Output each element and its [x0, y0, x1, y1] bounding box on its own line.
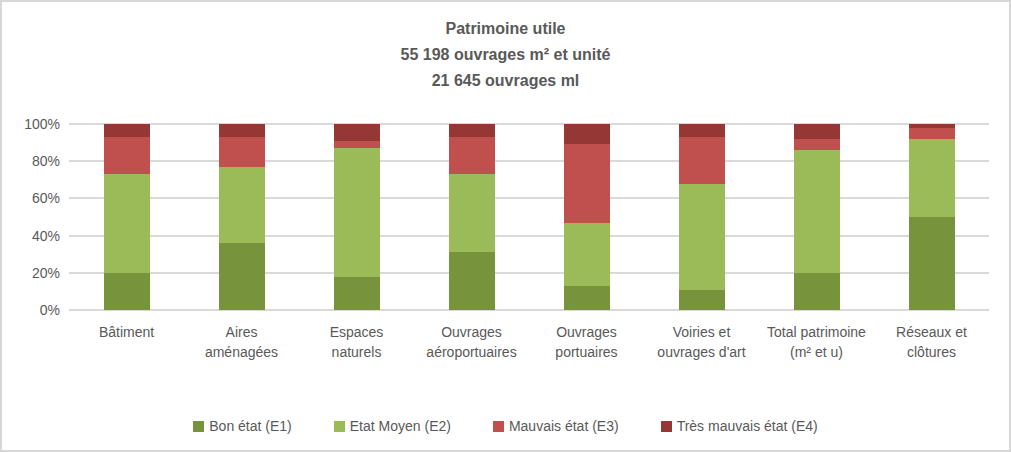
- bar-stack: [219, 124, 265, 310]
- legend-label: Etat Moyen (E2): [350, 418, 451, 434]
- y-tick-label-80%: 80%: [2, 152, 60, 170]
- bar-segment-series-1: [794, 273, 840, 310]
- bar-segment-series-3: [449, 137, 495, 174]
- bar-segment-series-3: [104, 137, 150, 174]
- bar-segment-series-2: [794, 150, 840, 273]
- x-category-label: Réseaux et clôtures: [881, 322, 983, 362]
- x-label-cell: Espaces naturels: [299, 322, 414, 362]
- bar-stack: [104, 124, 150, 310]
- bar-segment-series-1: [679, 290, 725, 310]
- x-category-label: Bâtiment: [99, 322, 154, 362]
- y-axis: 0%20%40%60%80%100%: [2, 124, 60, 310]
- bar-segment-series-4: [564, 124, 610, 144]
- bar-segment-series-3: [219, 137, 265, 167]
- bars-row: [69, 124, 989, 310]
- bar-segment-series-2: [449, 174, 495, 252]
- x-category-label: Ouvrages portuaires: [536, 322, 638, 362]
- bar-segment-series-2: [219, 167, 265, 243]
- bar-column: [759, 124, 874, 310]
- chart-title-line-3: 21 645 ouvrages ml: [2, 68, 1009, 94]
- bar-segment-series-1: [104, 273, 150, 310]
- bar-segment-series-4: [679, 124, 725, 137]
- legend-item-series-4: Très mauvais état (E4): [661, 418, 818, 434]
- bar-segment-series-2: [909, 139, 955, 217]
- chart-title: Patrimoine utile 55 198 ouvrages m² et u…: [2, 16, 1009, 94]
- legend-label: Très mauvais état (E4): [677, 418, 818, 434]
- bar-column: [874, 124, 989, 310]
- bar-segment-series-4: [104, 124, 150, 137]
- y-tick-label-0%: 0%: [2, 301, 60, 319]
- x-label-cell: Bâtiment: [69, 322, 184, 362]
- chart-title-line-2: 55 198 ouvrages m² et unité: [2, 42, 1009, 68]
- chart-frame: Patrimoine utile 55 198 ouvrages m² et u…: [0, 0, 1011, 452]
- legend-item-series-2: Etat Moyen (E2): [334, 418, 451, 434]
- bar-segment-series-2: [679, 184, 725, 290]
- x-label-cell: Total patrimoine (m² et u): [759, 322, 874, 362]
- bar-column: [644, 124, 759, 310]
- x-category-label: Espaces naturels: [306, 322, 408, 362]
- x-label-cell: Voiries et ouvrages d'art: [644, 322, 759, 362]
- x-category-label: Ouvrages aéroportuaires: [421, 322, 523, 362]
- y-tick-label-60%: 60%: [2, 189, 60, 207]
- bar-stack: [564, 124, 610, 310]
- legend-swatch-icon: [193, 421, 204, 432]
- legend-item-series-3: Mauvais état (E3): [493, 418, 619, 434]
- legend-swatch-icon: [661, 421, 672, 432]
- bar-column: [529, 124, 644, 310]
- bar-segment-series-3: [909, 128, 955, 139]
- bar-stack: [449, 124, 495, 310]
- bar-segment-series-3: [679, 137, 725, 184]
- bar-column: [414, 124, 529, 310]
- x-category-label: Aires aménagées: [191, 322, 293, 362]
- bar-segment-series-4: [794, 124, 840, 139]
- x-label-cell: Réseaux et clôtures: [874, 322, 989, 362]
- bar-segment-series-1: [449, 252, 495, 310]
- legend-swatch-icon: [334, 421, 345, 432]
- bar-column: [299, 124, 414, 310]
- bar-segment-series-4: [219, 124, 265, 137]
- bar-segment-series-4: [334, 124, 380, 141]
- y-tick-label-40%: 40%: [2, 227, 60, 245]
- bar-stack: [334, 124, 380, 310]
- bar-segment-series-2: [334, 148, 380, 276]
- bar-segment-series-3: [334, 141, 380, 148]
- bar-segment-series-1: [909, 217, 955, 310]
- bar-segment-series-2: [104, 174, 150, 273]
- legend-item-series-1: Bon état (E1): [193, 418, 292, 434]
- bar-stack: [794, 124, 840, 310]
- legend-label: Mauvais état (E3): [509, 418, 619, 434]
- bar-segment-series-2: [564, 223, 610, 286]
- bar-segment-series-3: [794, 139, 840, 150]
- bar-stack: [679, 124, 725, 310]
- chart-title-line-1: Patrimoine utile: [2, 16, 1009, 42]
- bar-segment-series-1: [219, 243, 265, 310]
- legend: Bon état (E1) Etat Moyen (E2) Mauvais état…: [2, 418, 1009, 434]
- x-label-cell: Aires aménagées: [184, 322, 299, 362]
- bar-segment-series-3: [564, 144, 610, 222]
- bar-stack: [909, 124, 955, 310]
- bar-column: [69, 124, 184, 310]
- y-tick-label-20%: 20%: [2, 264, 60, 282]
- y-tick-label-100%: 100%: [2, 115, 60, 133]
- bar-segment-series-4: [449, 124, 495, 137]
- bar-segment-series-1: [334, 277, 380, 310]
- x-axis: Bâtiment Aires aménagées Espaces naturels O…: [69, 322, 989, 362]
- legend-swatch-icon: [493, 421, 504, 432]
- x-label-cell: Ouvrages aéroportuaires: [414, 322, 529, 362]
- x-label-cell: Ouvrages portuaires: [529, 322, 644, 362]
- x-category-label: Voiries et ouvrages d'art: [651, 322, 753, 362]
- legend-label: Bon état (E1): [209, 418, 292, 434]
- bar-column: [184, 124, 299, 310]
- x-category-label: Total patrimoine (m² et u): [766, 322, 868, 362]
- plot-area: [69, 124, 989, 310]
- bar-segment-series-1: [564, 286, 610, 310]
